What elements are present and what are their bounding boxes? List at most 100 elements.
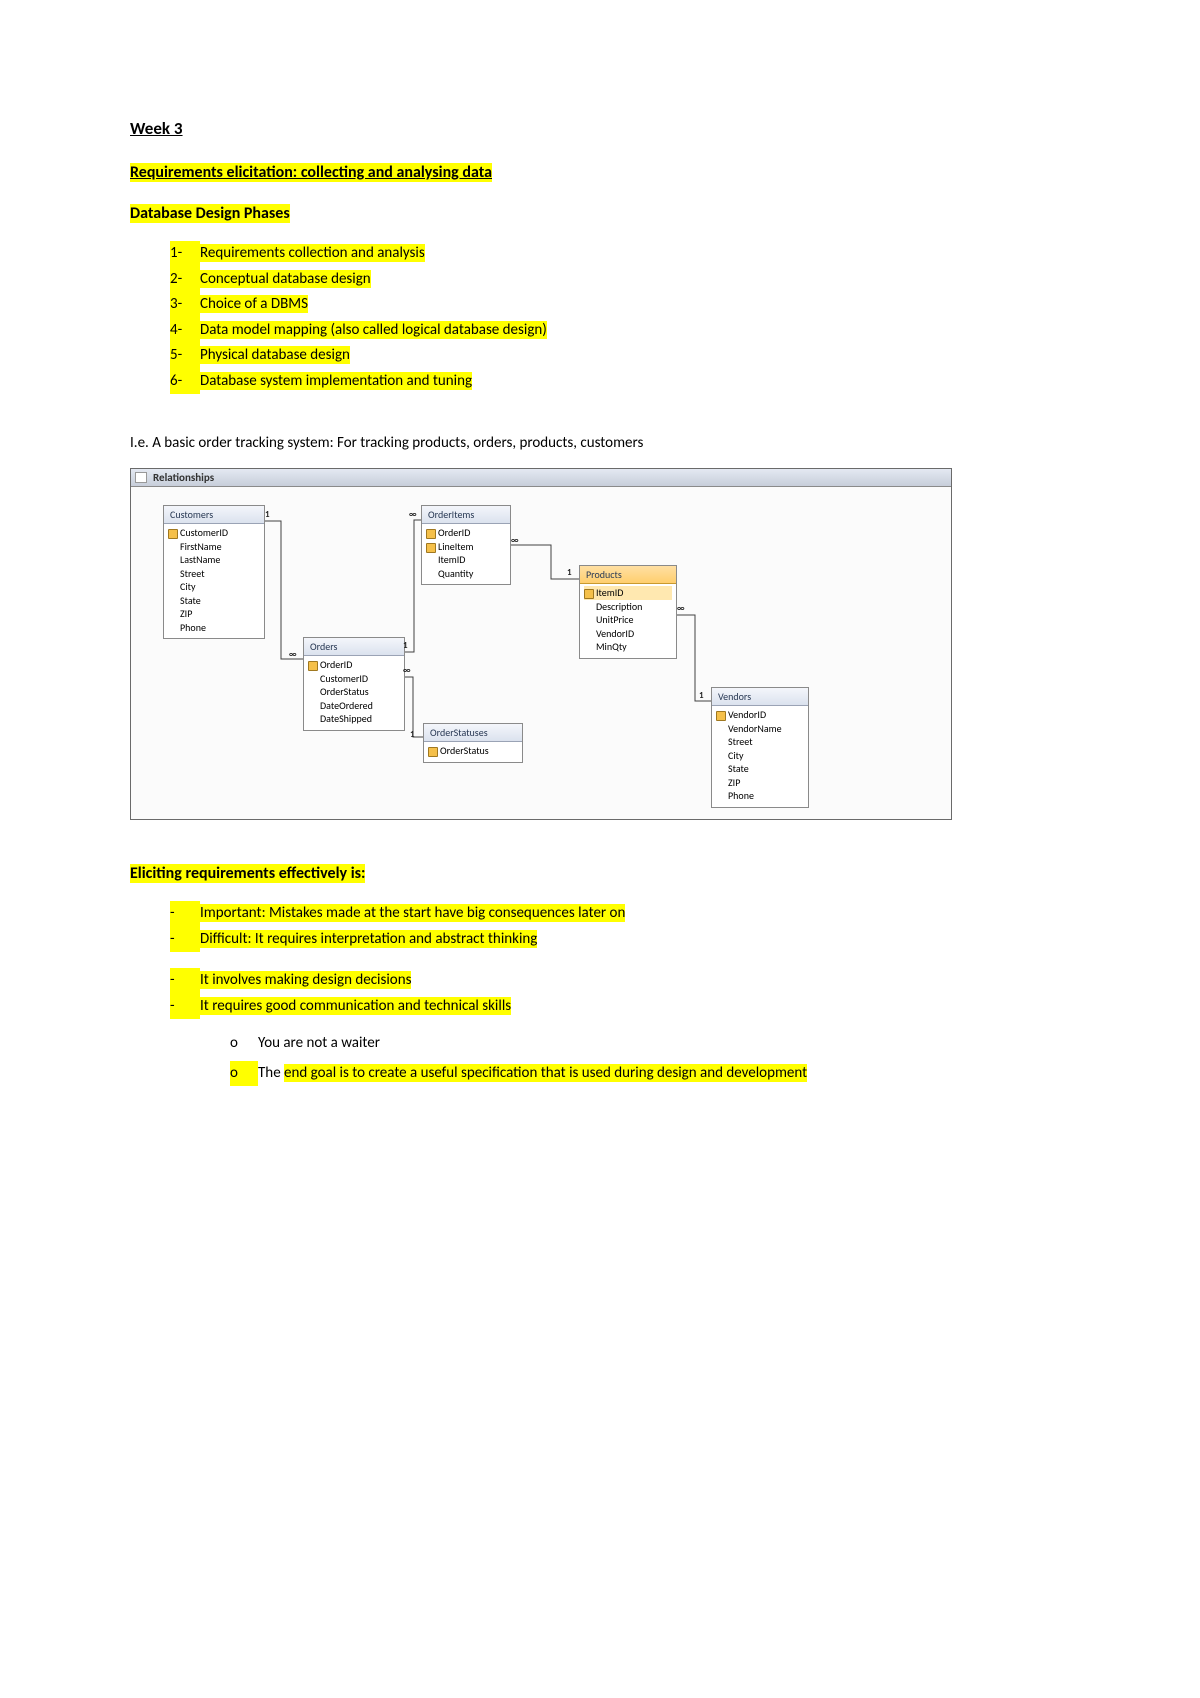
cardinality-label: 1 bbox=[410, 729, 415, 740]
table-header: Customers bbox=[164, 506, 264, 524]
cardinality-label: ∞ bbox=[677, 603, 685, 614]
table-field: OrderStatus bbox=[428, 744, 518, 758]
phase-number: 3- bbox=[170, 292, 200, 318]
cardinality-label: 1 bbox=[265, 509, 270, 520]
phase-text: Data model mapping (also called logical … bbox=[200, 321, 547, 339]
sublist-item: oYou are not a waiter bbox=[230, 1031, 1070, 1057]
heading-requirements: Requirements elicitation: collecting and… bbox=[130, 163, 1070, 182]
dash-bullet: - bbox=[170, 927, 200, 953]
phase-number: 5- bbox=[170, 343, 200, 369]
table-field: ItemID bbox=[426, 553, 506, 567]
table-header: Orders bbox=[304, 638, 404, 656]
table-body: VendorIDVendorNameStreetCityStateZIPPhon… bbox=[712, 706, 808, 807]
table-header: Products bbox=[580, 566, 676, 584]
table-field: State bbox=[716, 762, 804, 776]
cardinality-label: ∞ bbox=[403, 665, 411, 676]
table-field: Street bbox=[716, 735, 804, 749]
table-field: LineItem bbox=[426, 540, 506, 554]
table-body: OrderIDCustomerIDOrderStatusDateOrderedD… bbox=[304, 656, 404, 730]
table-body: ItemIDDescriptionUnitPriceVendorIDMinQty bbox=[580, 584, 676, 658]
table-products[interactable]: ProductsItemIDDescriptionUnitPriceVendor… bbox=[579, 565, 677, 659]
table-vendors[interactable]: VendorsVendorIDVendorNameStreetCityState… bbox=[711, 687, 809, 808]
heading-eliciting-text: Eliciting requirements effectively is: bbox=[130, 864, 365, 883]
table-field: DateShipped bbox=[308, 712, 400, 726]
table-field: CustomerID bbox=[308, 672, 400, 686]
cardinality-label: ∞ bbox=[409, 509, 417, 520]
phase-text: Physical database design bbox=[200, 346, 350, 364]
phase-number: 1- bbox=[170, 241, 200, 267]
elicit-text: Important: Mistakes made at the start ha… bbox=[200, 904, 625, 922]
phase-number: 4- bbox=[170, 318, 200, 344]
table-orderitems[interactable]: OrderItemsOrderIDLineItemItemIDQuantity bbox=[421, 505, 511, 585]
elicit-item: -Difficult: It requires interpretation a… bbox=[170, 927, 1070, 953]
diagram-title: Relationships bbox=[131, 469, 951, 487]
cardinality-label: 1 bbox=[403, 640, 408, 651]
phase-text: Choice of a DBMS bbox=[200, 295, 308, 313]
phases-list: 1-Requirements collection and analysis2-… bbox=[170, 241, 1070, 394]
table-field: DateOrdered bbox=[308, 699, 400, 713]
phase-item: 3-Choice of a DBMS bbox=[170, 292, 1070, 318]
phase-number: 2- bbox=[170, 267, 200, 293]
phase-item: 6-Database system implementation and tun… bbox=[170, 369, 1070, 395]
table-field: State bbox=[168, 594, 260, 608]
cardinality-label: ∞ bbox=[289, 649, 297, 660]
elicit-item: -It involves making design decisions bbox=[170, 968, 1070, 994]
table-customers[interactable]: CustomersCustomerIDFirstNameLastNameStre… bbox=[163, 505, 265, 639]
dash-bullet: - bbox=[170, 968, 200, 994]
dash-bullet: - bbox=[170, 901, 200, 927]
table-field: Phone bbox=[168, 621, 260, 635]
table-field: MinQty bbox=[584, 640, 672, 654]
circle-bullet: o bbox=[230, 1061, 258, 1087]
elicit-item: -Important: Mistakes made at the start h… bbox=[170, 901, 1070, 927]
document-page: Week 3 Requirements elicitation: collect… bbox=[0, 0, 1200, 1698]
phase-item: 5-Physical database design bbox=[170, 343, 1070, 369]
table-field: CustomerID bbox=[168, 526, 260, 540]
cardinality-label: ∞ bbox=[511, 535, 519, 546]
table-field: OrderID bbox=[308, 658, 400, 672]
elicit-text: It involves making design decisions bbox=[200, 971, 411, 989]
table-body: OrderIDLineItemItemIDQuantity bbox=[422, 524, 510, 584]
phase-text: Requirements collection and analysis bbox=[200, 244, 425, 262]
elicit-text: Difficult: It requires interpretation an… bbox=[200, 930, 537, 948]
table-field: LastName bbox=[168, 553, 260, 567]
table-field: ZIP bbox=[716, 776, 804, 790]
table-field: VendorID bbox=[716, 708, 804, 722]
sublist-text: You are not a waiter bbox=[258, 1031, 380, 1057]
table-field: FirstName bbox=[168, 540, 260, 554]
table-field: OrderStatus bbox=[308, 685, 400, 699]
phase-text: Conceptual database design bbox=[200, 270, 371, 288]
sublist-item: oThe end goal is to create a useful spec… bbox=[230, 1061, 1070, 1087]
dash-bullet: - bbox=[170, 994, 200, 1020]
phase-item: 4-Data model mapping (also called logica… bbox=[170, 318, 1070, 344]
table-field: Quantity bbox=[426, 567, 506, 581]
phase-item: 2-Conceptual database design bbox=[170, 267, 1070, 293]
relationships-diagram: Relationships CustomersCustomerIDFirstNa… bbox=[130, 468, 952, 820]
table-body: CustomerIDFirstNameLastNameStreetCitySta… bbox=[164, 524, 264, 638]
table-body: OrderStatus bbox=[424, 742, 522, 762]
table-field: VendorID bbox=[584, 627, 672, 641]
example-paragraph: I.e. A basic order tracking system: For … bbox=[130, 434, 1070, 452]
table-field: City bbox=[716, 749, 804, 763]
table-header: OrderStatuses bbox=[424, 724, 522, 742]
heading-week: Week 3 bbox=[130, 118, 1070, 139]
phase-number: 6- bbox=[170, 369, 200, 395]
heading-phases: Database Design Phases bbox=[130, 204, 1070, 223]
elicit-text: It requires good communication and techn… bbox=[200, 997, 511, 1015]
phase-item: 1-Requirements collection and analysis bbox=[170, 241, 1070, 267]
elicit-item: -It requires good communication and tech… bbox=[170, 994, 1070, 1020]
table-orderstatuses[interactable]: OrderStatuses OrderStatus bbox=[423, 723, 523, 763]
heading-phases-text: Database Design Phases bbox=[130, 204, 290, 223]
table-field: Street bbox=[168, 567, 260, 581]
table-field: VendorName bbox=[716, 722, 804, 736]
phase-text: Database system implementation and tunin… bbox=[200, 372, 472, 390]
table-field: Phone bbox=[716, 789, 804, 803]
heading-requirements-text: Requirements elicitation: collecting and… bbox=[130, 163, 492, 182]
table-header: OrderItems bbox=[422, 506, 510, 524]
table-field: ItemID bbox=[584, 586, 672, 600]
circle-bullet: o bbox=[230, 1031, 258, 1057]
table-field: City bbox=[168, 580, 260, 594]
sublist-text: The end goal is to create a useful speci… bbox=[258, 1061, 807, 1087]
heading-eliciting: Eliciting requirements effectively is: bbox=[130, 864, 1070, 883]
elicit-sublist: oYou are not a waiteroThe end goal is to… bbox=[230, 1031, 1070, 1086]
table-orders[interactable]: OrdersOrderIDCustomerIDOrderStatusDateOr… bbox=[303, 637, 405, 731]
